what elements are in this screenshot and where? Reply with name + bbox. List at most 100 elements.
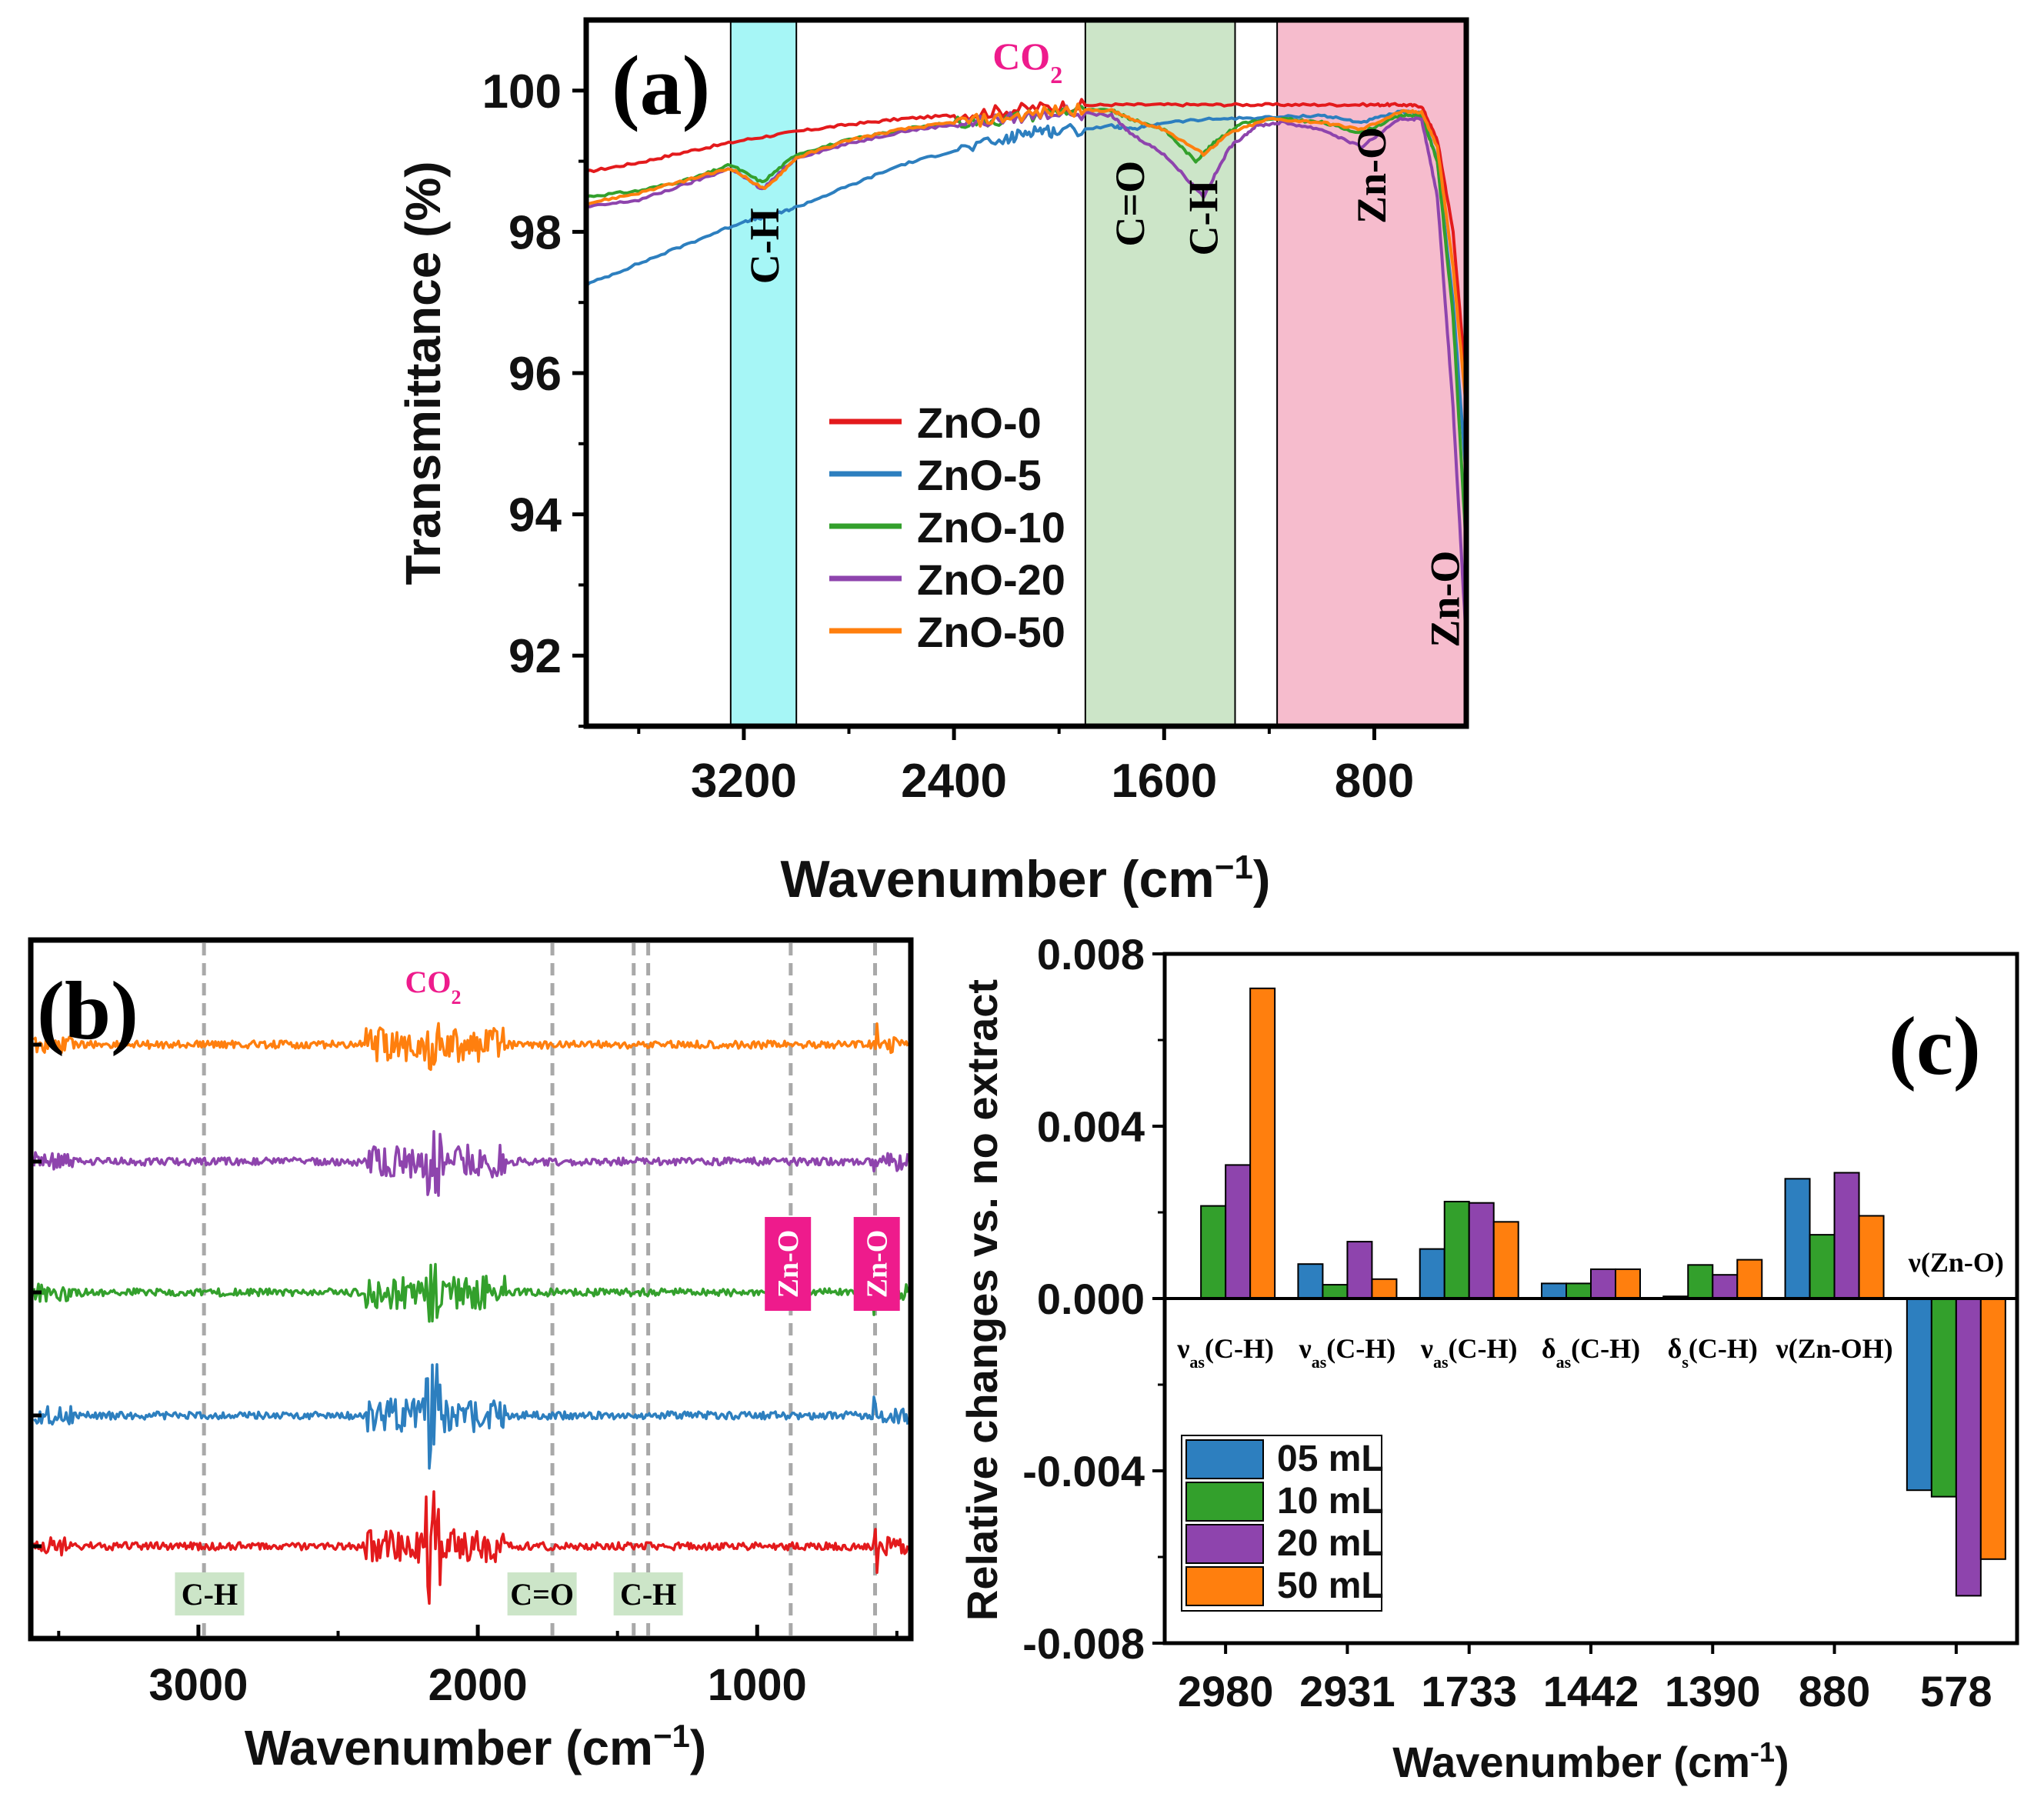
legend-label: ZnO-10 [917, 503, 1065, 552]
mode-label-sub: s [1682, 1352, 1689, 1372]
co2-label-sub: 2 [451, 986, 461, 1009]
legend-label: ZnO-20 [917, 555, 1065, 604]
bar-05 mL-1442 [1541, 1282, 1567, 1300]
y-axis-title: Transmittance (%) [395, 161, 451, 585]
highlight-band [729, 19, 798, 727]
mode-label: ν(Zn-OH) [1776, 1333, 1893, 1364]
band-annotation: Zn-O [1349, 127, 1395, 224]
x-axis-title-sup: −1 [1215, 848, 1253, 886]
bar-50 mL-1390 [1736, 1259, 1763, 1299]
x-tick-label: 800 [1335, 755, 1414, 808]
band-tag-bg [613, 1572, 683, 1615]
x-tick-label: 2000 [428, 1660, 528, 1710]
x-axis-title-tail: ) [1775, 1738, 1789, 1786]
highlight-band [1084, 19, 1236, 727]
trace-ZnO-5 [33, 1363, 909, 1470]
x-axis-title-text: Wavenumber (cm [780, 850, 1214, 909]
trace-ZnO-0 [32, 1490, 909, 1605]
x-axis-title-text: Wavenumber (cm [1392, 1738, 1750, 1786]
y-tick-label: 94 [508, 489, 562, 542]
bar-20 mL-880 [1833, 1172, 1860, 1299]
mode-label-rest: (C-H) [1689, 1333, 1758, 1364]
band-tag: C-H [182, 1577, 238, 1612]
bar-50 mL-1733 [1492, 1221, 1519, 1299]
bar-05 mL-578 [1906, 1298, 1932, 1492]
x-tick-label: 1733 [1421, 1667, 1517, 1715]
mode-label-rest: (C-H) [1571, 1333, 1640, 1364]
co2-label-sub: 2 [1050, 61, 1062, 88]
mode-label: δs(C-H) [1668, 1333, 1758, 1372]
panel-label-b: (b) [37, 965, 138, 1057]
series-line-ZnO-0 [585, 98, 1468, 388]
x-axis-title-text: Wavenumber (cm [245, 1720, 653, 1775]
x-tick-label: 3200 [691, 755, 797, 808]
bar-10 mL-880 [1809, 1234, 1836, 1299]
bar-50 mL-1442 [1615, 1268, 1641, 1300]
mode-label-sub: as [1189, 1352, 1205, 1372]
legend-swatch-20 mL [1185, 1524, 1264, 1564]
mode-label-sub: as [1433, 1352, 1449, 1372]
plot-frame [28, 937, 914, 1642]
co2-label-main: CO [405, 965, 451, 999]
series-line-ZnO-5 [585, 109, 1468, 479]
band-annotation: C-H [742, 208, 788, 284]
legend-label: 05 mL [1277, 1439, 1384, 1479]
bar-05 mL-880 [1784, 1178, 1811, 1299]
x-axis-title-sup: −1 [653, 1718, 690, 1754]
legend-swatch-05 mL [1185, 1439, 1264, 1479]
band-tag-bg [175, 1572, 245, 1615]
panel-a: 3200 2400 1600 800 92 94 96 98 100 Transmittance … [395, 17, 1469, 909]
x-tick-label: 1390 [1665, 1667, 1761, 1715]
y-tick-label: 0.008 [1037, 930, 1145, 979]
panel-label-c: (c) [1889, 1001, 1981, 1092]
mode-label-rest: (Zn-OH) [1789, 1333, 1893, 1364]
x-tick-label: 1442 [1543, 1667, 1639, 1715]
bar-05 mL-1733 [1419, 1248, 1445, 1299]
mode-label-base: δ [1542, 1333, 1556, 1364]
mode-label: ν(Zn-O) [1908, 1247, 2004, 1278]
y-axis-title: Relative changes vs. no extract [958, 979, 1006, 1621]
bar-50 mL-880 [1858, 1215, 1885, 1299]
x-tick-label: 2980 [1178, 1667, 1274, 1715]
x-tick-label: 1000 [708, 1660, 807, 1710]
x-axis-title: Wavenumber (cm-1) [1392, 1736, 1789, 1787]
trace-ZnO-50 [32, 1022, 909, 1072]
bar-10 mL-1733 [1443, 1201, 1470, 1299]
y-tick-label: 98 [508, 206, 562, 259]
bar-10 mL-1390 [1687, 1264, 1714, 1299]
x-tick-label: 880 [1799, 1667, 1870, 1715]
x-tick-label: 2400 [901, 755, 1007, 808]
x-tick-label: 3000 [148, 1660, 248, 1710]
mode-label-base: ν [1908, 1247, 1921, 1278]
band-tag: C=O [510, 1577, 574, 1612]
legend-swatch-10 mL [1185, 1482, 1264, 1522]
bar-20 mL-1442 [1590, 1268, 1616, 1300]
band-annotation: C=O [1107, 161, 1153, 247]
band-tag-bg [507, 1572, 577, 1615]
legend-label: 10 mL [1277, 1481, 1384, 1522]
bar-10 mL-2931 [1322, 1284, 1349, 1299]
x-tick-label: 2931 [1299, 1667, 1395, 1715]
x-tick-label: 578 [1920, 1667, 1992, 1715]
zno-tag: Zn-O [772, 1230, 805, 1299]
trace-ZnO-10 [32, 1262, 909, 1323]
panel-c: -0.008 -0.004 0.000 0.004 0.008 2980 2931 1733 1… [958, 930, 2019, 1787]
x-axis-title-sup: -1 [1750, 1736, 1775, 1768]
zno-tag: Zn-O [862, 1230, 894, 1299]
x-axis-title-tail: ) [1253, 850, 1271, 909]
mode-label-base: ν [1176, 1333, 1189, 1364]
band-annotation: Zn-O [1422, 551, 1469, 648]
bar-20 mL-1733 [1468, 1202, 1495, 1300]
legend-label: ZnO-5 [917, 451, 1042, 499]
y-tick-label: 92 [508, 630, 562, 683]
bar-50 mL-578 [1979, 1298, 2006, 1560]
mode-label: νas(C-H) [1420, 1333, 1518, 1372]
x-axis-title-tail: ) [690, 1720, 706, 1775]
bar-20 mL-1390 [1712, 1274, 1739, 1299]
mode-label-rest: (C-H) [1449, 1333, 1518, 1364]
y-tick-label: 0.004 [1037, 1102, 1145, 1151]
y-tick-label: -0.004 [1022, 1447, 1145, 1495]
bar-50 mL-2931 [1371, 1278, 1398, 1300]
bar-05 mL-2931 [1297, 1263, 1324, 1299]
co2-label-main: CO [992, 35, 1050, 78]
